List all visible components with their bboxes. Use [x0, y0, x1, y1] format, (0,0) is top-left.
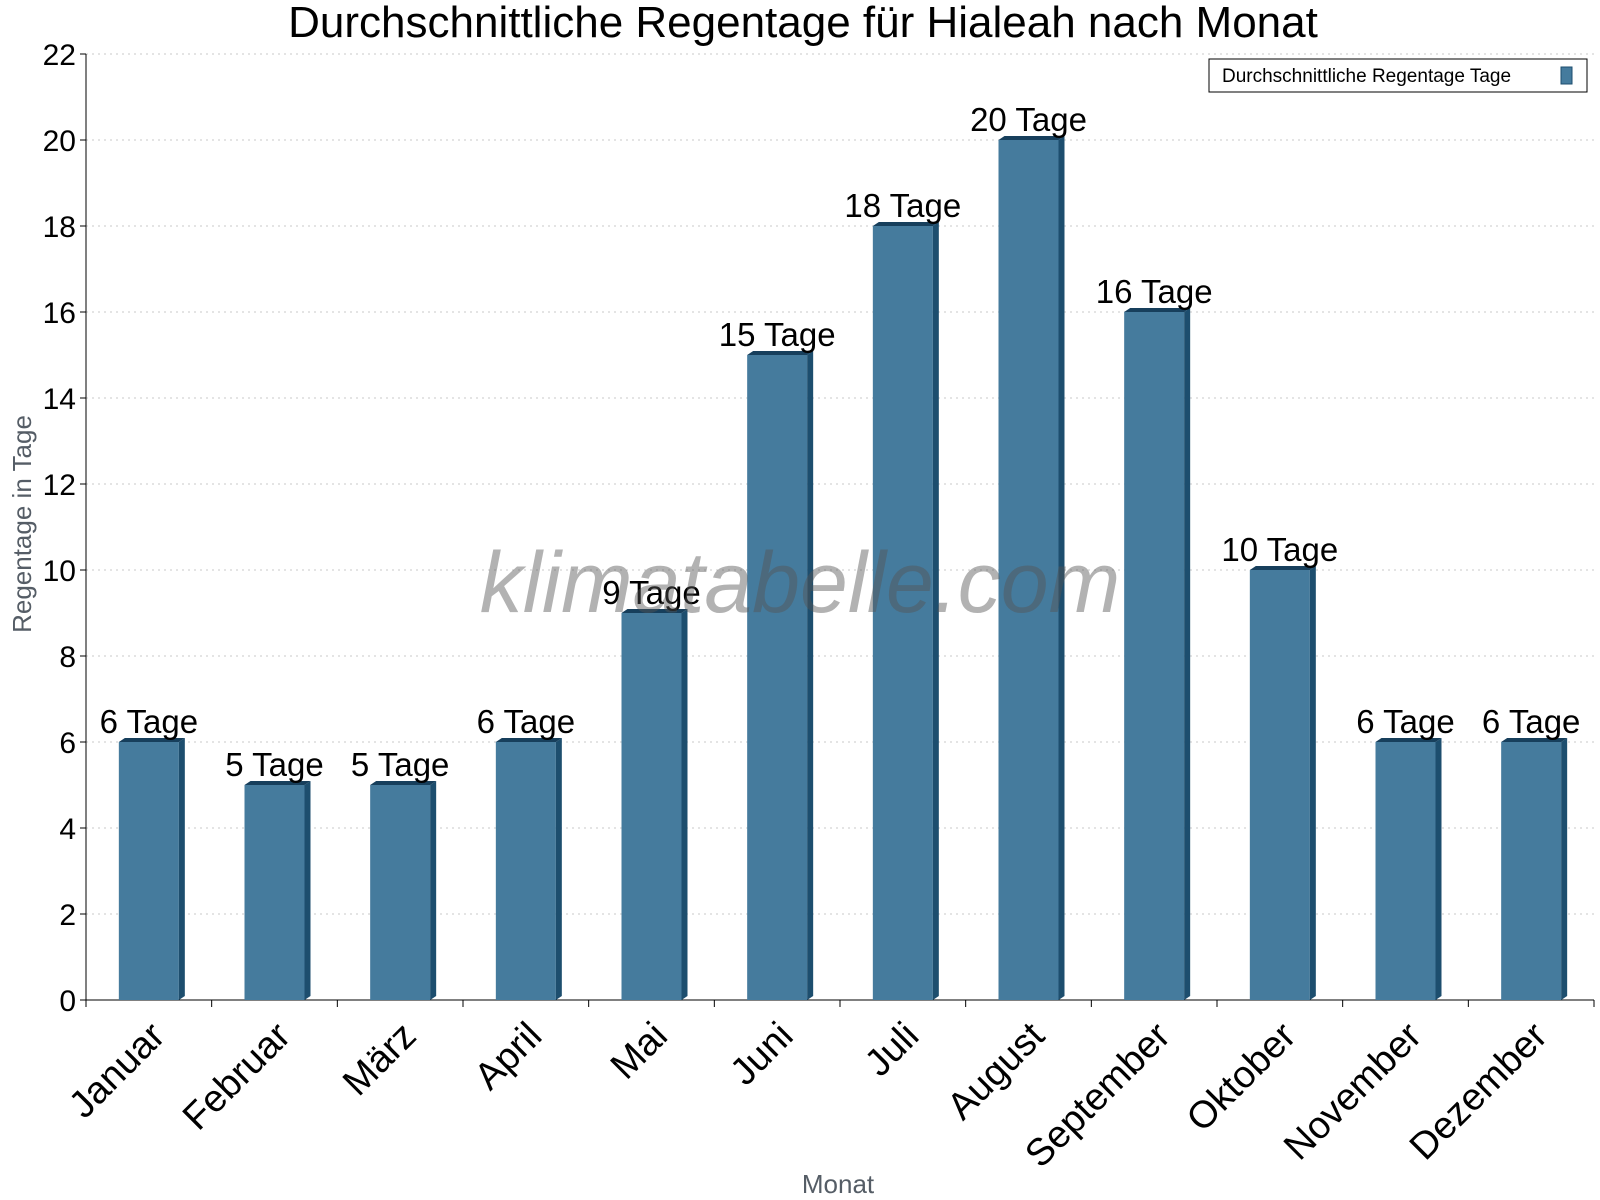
bar-side	[1184, 308, 1191, 1000]
bar-side	[681, 609, 688, 1000]
y-tick-label: 18	[43, 211, 76, 244]
bar-face	[747, 355, 808, 1000]
x-tick-label: Februar	[175, 1014, 299, 1138]
bar-face	[1124, 312, 1185, 1000]
bar-top	[621, 609, 688, 613]
y-axis-ticks: 0 2 4 6 8 10 12 14 16 18 20 22	[43, 39, 86, 1018]
data-label: 6 Tage	[477, 703, 575, 740]
bar-top	[495, 738, 562, 742]
legend-swatch	[1560, 66, 1573, 85]
bar-side	[1058, 136, 1065, 1000]
y-tick-label: 22	[43, 39, 76, 72]
bar-top	[1124, 308, 1191, 312]
data-label: 16 Tage	[1096, 273, 1213, 310]
x-axis-label: Monat	[802, 1169, 875, 1199]
bar-side	[304, 781, 311, 1000]
bar-side	[555, 738, 562, 1000]
data-label: 9 Tage	[602, 574, 700, 611]
bar	[1375, 738, 1442, 1000]
y-tick-label: 2	[59, 899, 76, 932]
axes	[85, 54, 1595, 1007]
bar	[621, 609, 688, 1000]
x-tick-label: Juni	[723, 1015, 802, 1094]
bar	[118, 738, 185, 1000]
bar-side	[1309, 566, 1316, 1000]
data-label: 6 Tage	[100, 703, 198, 740]
watermark: klimatabelle.com	[480, 535, 1120, 631]
x-tick-label: Juli	[857, 1015, 927, 1085]
bar-top	[244, 781, 311, 785]
y-tick-label: 0	[59, 985, 76, 1018]
y-tick-label: 12	[43, 469, 76, 502]
bars	[118, 136, 1568, 1000]
legend-label: Durchschnittliche Regentage Tage	[1222, 66, 1511, 87]
y-axis-label: Regentage in Tage	[7, 415, 37, 633]
data-labels: 6 Tage 5 Tage 5 Tage 6 Tage 9 Tage 15 Tage 18 …	[100, 101, 1581, 783]
data-label: 5 Tage	[351, 746, 449, 783]
data-label: 5 Tage	[225, 746, 323, 783]
data-label: 6 Tage	[1482, 703, 1580, 740]
bar	[747, 351, 814, 1000]
x-tick-label: November	[1276, 1014, 1430, 1168]
legend-box	[1208, 58, 1588, 93]
bar-face	[872, 226, 933, 1000]
chart-title: Durchschnittliche Regentage für Hialeah …	[288, 0, 1318, 47]
data-label: 20 Tage	[970, 101, 1087, 138]
x-tick-label: Oktober	[1179, 1014, 1305, 1140]
bar-top	[1375, 738, 1442, 742]
grid-lines	[86, 53, 1594, 915]
data-label: 18 Tage	[844, 187, 961, 224]
bar-side	[430, 781, 437, 1000]
y-tick-label: 8	[59, 641, 76, 674]
x-tick-label: Dezember	[1402, 1014, 1556, 1168]
y-tick-label: 6	[59, 727, 76, 760]
y-tick-label: 20	[43, 125, 76, 158]
data-label: 6 Tage	[1356, 703, 1454, 740]
bar-top	[747, 351, 814, 355]
bar-face	[998, 140, 1059, 1000]
bar	[495, 738, 562, 1000]
bar-top	[1501, 738, 1568, 742]
bar	[1501, 738, 1568, 1000]
bar-face	[1501, 742, 1562, 1000]
bar	[872, 222, 939, 1000]
bar-top	[1249, 566, 1316, 570]
bar-face	[495, 742, 556, 1000]
y-tick-label: 16	[43, 297, 76, 330]
bar-top	[998, 136, 1065, 140]
bar-side	[807, 351, 814, 1000]
x-tick-label: März	[335, 1015, 424, 1104]
bar-face	[621, 613, 682, 1000]
bar-side	[932, 222, 939, 1000]
bar	[1124, 308, 1191, 1000]
x-tick-label: Januar	[61, 1014, 173, 1126]
x-tick-label: April	[467, 1015, 550, 1098]
bar-face	[370, 785, 431, 1000]
bar-top	[370, 781, 437, 785]
y-tick-label: 14	[43, 383, 76, 416]
bar	[244, 781, 311, 1000]
bar	[998, 136, 1065, 1000]
bar-top	[872, 222, 939, 226]
bar-face	[1249, 570, 1310, 1000]
x-tick-label: Mai	[603, 1015, 676, 1088]
bar	[370, 781, 437, 1000]
legend: Durchschnittliche Regentage Tage	[1208, 58, 1588, 93]
x-tick-label: August	[940, 1014, 1054, 1128]
data-label: 10 Tage	[1221, 531, 1338, 568]
data-label: 15 Tage	[719, 316, 836, 353]
x-axis-ticks: Januar Februar März April Mai Juni Juli AugustS…	[61, 1014, 1555, 1175]
bar-side	[178, 738, 185, 1000]
bar-face	[118, 742, 179, 1000]
y-tick-label: 10	[43, 555, 76, 588]
bar-side	[1561, 738, 1568, 1000]
y-tick-label: 4	[59, 813, 76, 846]
bar-side	[1435, 738, 1442, 1000]
bar-face	[1375, 742, 1436, 1000]
bar-top	[118, 738, 185, 742]
bar	[1249, 566, 1316, 1000]
bar-face	[244, 785, 305, 1000]
